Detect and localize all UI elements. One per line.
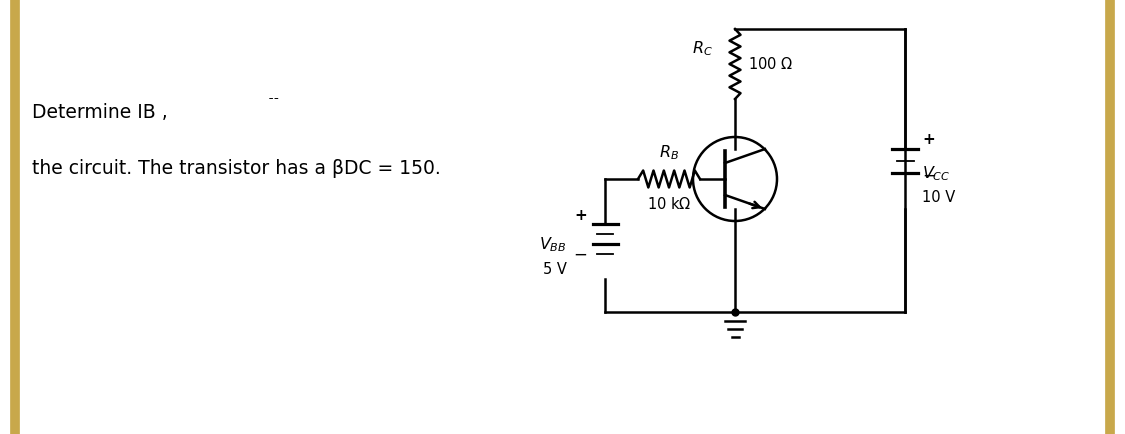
Text: $R_B$: $R_B$ xyxy=(659,143,680,162)
Text: −: − xyxy=(922,167,936,185)
Text: 10 V: 10 V xyxy=(922,190,955,204)
Text: 10 k$\Omega$: 10 k$\Omega$ xyxy=(647,196,691,212)
Text: Determine IB ,: Determine IB , xyxy=(32,102,168,122)
Text: the circuit. The transistor has a βDC = 150.: the circuit. The transistor has a βDC = … xyxy=(32,160,441,178)
Text: +: + xyxy=(574,207,587,223)
Text: $R_C$: $R_C$ xyxy=(692,39,713,58)
Text: −: − xyxy=(573,246,587,264)
Text: 100 $\Omega$: 100 $\Omega$ xyxy=(748,56,793,72)
Text: 5 V: 5 V xyxy=(543,262,567,277)
Text: ˉˉ: ˉˉ xyxy=(268,98,280,111)
Text: $V_{BB}$: $V_{BB}$ xyxy=(539,235,567,254)
Text: +: + xyxy=(922,132,935,148)
Text: $V_{CC}$: $V_{CC}$ xyxy=(922,164,951,183)
